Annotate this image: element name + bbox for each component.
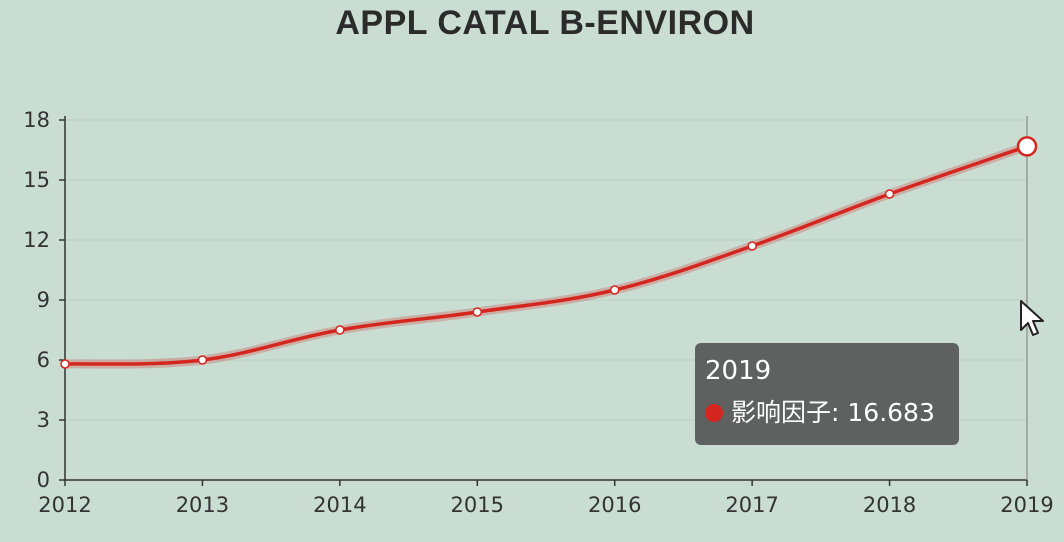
x-tick-label: 2015	[451, 493, 504, 517]
mouse-pointer-icon	[1020, 300, 1044, 336]
y-tick-label: 3	[37, 408, 50, 432]
data-point-2017	[747, 241, 757, 251]
markers	[60, 136, 1038, 369]
series-line-glow	[60, 141, 1032, 369]
tooltip-series-name: 影响因子	[731, 398, 832, 427]
data-point-2015	[472, 307, 483, 317]
grid-lines	[65, 119, 1027, 421]
tooltip-value: 16.683	[847, 398, 935, 427]
x-tick-label: 2013	[176, 493, 229, 517]
axes: 0 3 6 9 12 15 18 2012 2013 2014 2015 2016 2017 2018 20…	[23, 108, 1053, 517]
x-tick-label: 2018	[863, 493, 916, 517]
tooltip: 2019 影响因子: 16.683	[695, 343, 959, 445]
x-tick-label: 2019	[1000, 493, 1053, 517]
data-point-2019	[1016, 136, 1038, 157]
tooltip-row: 影响因子: 16.683	[705, 395, 949, 431]
series-layer	[60, 141, 1032, 369]
y-tick-label: 0	[37, 468, 50, 492]
data-point-2013	[197, 355, 208, 365]
series-line	[63, 144, 1029, 366]
data-point-2014	[335, 325, 345, 335]
tooltip-title: 2019	[705, 356, 772, 386]
data-point-2016	[609, 285, 620, 295]
x-tick-label: 2017	[725, 493, 778, 517]
x-tick-label: 2014	[313, 493, 366, 517]
data-point-2018	[884, 189, 895, 199]
red-circle-icon	[705, 404, 723, 422]
y-tick-label: 18	[23, 108, 50, 132]
y-tick-label: 15	[23, 168, 50, 192]
tooltip-separator: :	[831, 398, 848, 427]
chart-title: APPL CATAL B-ENVIRON	[335, 4, 755, 42]
y-tick-label: 12	[23, 228, 50, 252]
x-tick-label: 2012	[38, 493, 91, 517]
y-tick-label: 6	[37, 348, 50, 372]
data-point-2012	[60, 359, 70, 369]
x-tick-label: 2016	[588, 493, 641, 517]
y-tick-label: 9	[37, 288, 50, 312]
